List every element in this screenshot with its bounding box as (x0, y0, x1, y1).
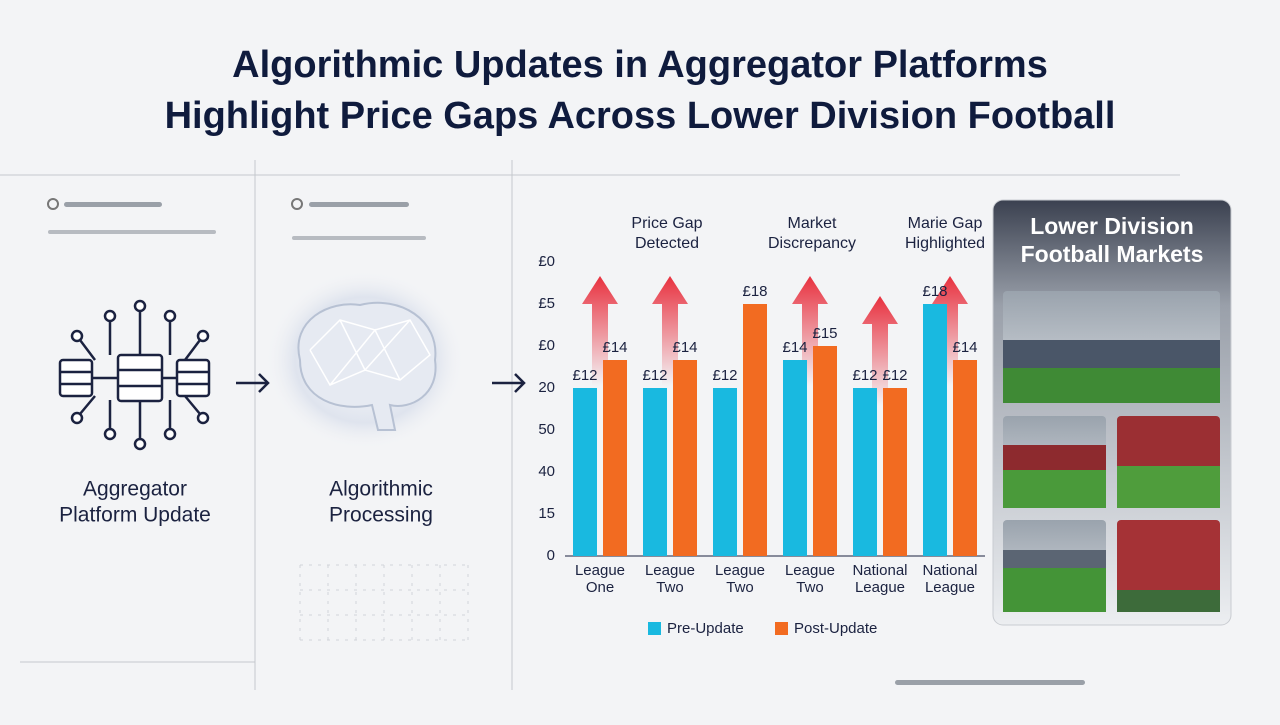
value-label: £12 (642, 367, 667, 384)
gap-arrow (652, 276, 688, 386)
value-label: £12 (712, 367, 737, 384)
value-label: £14 (602, 339, 627, 356)
title-line: Highlight Price Gaps Across Lower Divisi… (165, 95, 1116, 137)
bar (573, 388, 597, 556)
markets-panel: Lower Division Football Markets (992, 199, 1232, 626)
annotation: Price Gap (631, 215, 702, 232)
bar (783, 360, 807, 556)
annotation: Detected (635, 235, 699, 252)
step-label: Platform Update (59, 504, 211, 527)
bar (743, 304, 767, 556)
bar (883, 388, 907, 556)
value-label: £14 (672, 339, 697, 356)
gap-arrow (932, 276, 968, 386)
x-tick-label: Two (656, 579, 684, 596)
y-tick-label: £0 (538, 253, 555, 270)
gap-arrow (792, 276, 828, 386)
value-label: £14 (782, 339, 807, 356)
decor (0, 160, 1180, 690)
value-label: £12 (882, 367, 907, 384)
panel-title: Football Markets (1021, 241, 1204, 267)
title-line: Algorithmic Updates in Aggregator Platfo… (232, 44, 1048, 86)
legend-swatch (648, 622, 661, 635)
platform-icon (58, 299, 211, 451)
x-tick-label: National (852, 562, 907, 579)
x-tick-label: League (715, 562, 765, 579)
flow-arrow (236, 373, 270, 393)
value-label: £12 (852, 367, 877, 384)
y-tick-label: 40 (538, 463, 555, 480)
match-photo (1003, 416, 1220, 612)
brain-icon (265, 270, 465, 450)
value-label: £18 (742, 283, 767, 300)
bar (713, 388, 737, 556)
x-tick-label: League (785, 562, 835, 579)
dot-grid (299, 564, 470, 641)
step-label: Processing (329, 504, 433, 527)
value-label: £18 (922, 283, 947, 300)
legend-label: Post-Update (794, 620, 877, 637)
stadium-photo (1003, 291, 1220, 403)
value-label: £14 (952, 339, 977, 356)
x-tick-label: League (925, 579, 975, 596)
x-tick-label: Two (796, 579, 824, 596)
y-tick-label: £5 (538, 295, 555, 312)
y-tick-label: 20 (538, 379, 555, 396)
step-label: Aggregator (83, 478, 187, 501)
annotation: Market (788, 215, 837, 232)
bar (923, 304, 947, 556)
y-tick-label: 15 (538, 505, 555, 522)
x-tick-label: League (645, 562, 695, 579)
bar (643, 388, 667, 556)
bar (673, 360, 697, 556)
annotation: Highlighted (905, 235, 985, 252)
annotation: Discrepancy (768, 235, 856, 252)
legend-label: Pre-Update (667, 620, 744, 637)
panel-title: Lower Division (1030, 213, 1194, 239)
bar (813, 346, 837, 556)
x-tick-label: One (586, 579, 614, 596)
x-tick-label: League (855, 579, 905, 596)
bar (953, 360, 977, 556)
bar (603, 360, 627, 556)
x-tick-label: Two (726, 579, 754, 596)
x-tick-label: National (922, 562, 977, 579)
legend-swatch (775, 622, 788, 635)
step-label: Algorithmic (329, 478, 433, 501)
annotation: Marie Gap (908, 215, 983, 232)
value-label: £12 (572, 367, 597, 384)
value-label: £15 (812, 325, 837, 342)
flow-arrow (492, 373, 526, 393)
y-tick-label: 50 (538, 421, 555, 438)
bar (853, 388, 877, 556)
chart: 0 15 40 50 20 £0 £5 £0 Price Gap Detected Market Di… (538, 215, 985, 637)
gap-arrow (582, 276, 618, 386)
x-tick-label: League (575, 562, 625, 579)
gap-arrow (862, 296, 898, 406)
y-tick-label: 0 (547, 547, 555, 564)
y-tick-label: £0 (538, 337, 555, 354)
